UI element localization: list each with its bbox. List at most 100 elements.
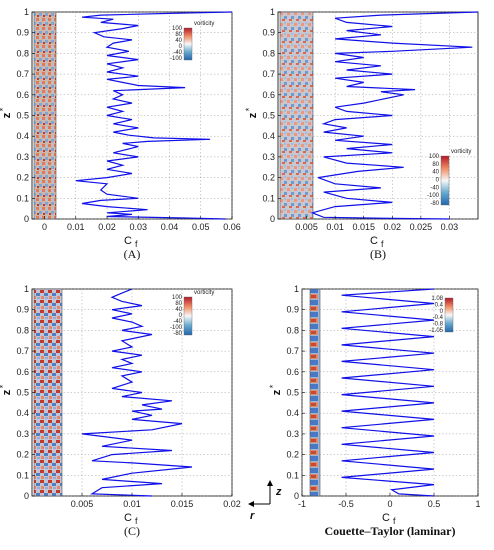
y-tick-label: 0.5: [16, 111, 29, 121]
colorbar-tick-label: -1.05: [429, 328, 443, 334]
panel-title: (B): [370, 247, 386, 261]
colorbar-tick-label: 40: [432, 170, 439, 176]
x-tick-label: 0.005: [71, 499, 94, 509]
y-tick-label: 0.6: [16, 90, 29, 100]
x-tick-label: -1: [298, 499, 306, 509]
x-tick-label: 0.01: [67, 222, 85, 232]
y-tick-label: 0.2: [286, 450, 299, 460]
colorbar-gradient: [444, 297, 454, 333]
vorticity-strip: [33, 288, 63, 497]
y-tick-label: 0.4: [16, 131, 29, 141]
x-axis-label: C: [370, 235, 378, 247]
y-tick-label: 0.1: [16, 193, 29, 203]
vorticity-strip: [309, 288, 321, 497]
y-tick-label: 0.7: [16, 69, 29, 79]
x-axis-label: C: [382, 512, 390, 524]
y-tick-label: 0.3: [16, 429, 29, 439]
x-tick-label: 0.025: [410, 222, 433, 232]
x-tick-label: 0.005: [295, 222, 318, 232]
colorbar-tick-label: 0: [179, 313, 183, 319]
y-tick-label: 0.5: [286, 388, 299, 398]
y-tick-label: 0.2: [16, 450, 29, 460]
panel-1: 0 0.1 0.2 0.3 0.4 0.5 0.6 0.7 0.8 0.9 1 0 0.01 0.02 0.…: [0, 7, 241, 261]
cf-profile-line: [341, 288, 435, 497]
y-tick-label: 0.9: [262, 28, 275, 38]
y-axis-label-sup: *: [0, 384, 8, 388]
colorbar-tick-label: 0: [440, 309, 444, 315]
y-tick-label: 0.9: [286, 305, 299, 315]
colorbar-tick-label: 80: [175, 32, 182, 38]
colorbar-tick-label: 100: [429, 154, 440, 160]
x-tick-label: 0.5: [428, 499, 441, 509]
y-tick-label: 0.5: [16, 388, 29, 398]
colorbar: 1.080.40-0.4-0.8-1.05: [429, 296, 454, 334]
panel-title: (A): [124, 247, 141, 261]
y-tick-label: 0.9: [16, 28, 29, 38]
colorbar-tick-label: 40: [175, 38, 182, 44]
cf-profile-line: [310, 11, 479, 220]
cf-profile-line: [75, 11, 233, 220]
y-tick-label: 0.1: [286, 470, 299, 480]
axis-orientation: zr: [248, 480, 282, 522]
colorbar-tick-label: -100: [170, 56, 183, 62]
y-tick-label: 0.7: [262, 69, 275, 79]
y-tick-label: 0.8: [16, 325, 29, 335]
panel-4: 0 0.1 0.2 0.3 0.4 0.5 0.6 0.7 0.8 0.9 1 -1 -0.5 0 0.5 1…: [248, 284, 481, 538]
y-tick-label: 0.8: [262, 48, 275, 58]
x-axis-label-sub: f: [135, 516, 138, 526]
colorbar-tick-label: 0: [436, 178, 440, 184]
y-axis-label: z: [1, 112, 13, 118]
vorticity-strip: [279, 11, 314, 220]
x-axis-label-sub: f: [393, 516, 396, 526]
y-tick-label: 0.3: [286, 429, 299, 439]
y-axis-label: z: [271, 389, 283, 395]
y-axis-label: z: [1, 389, 13, 395]
z-direction-label: z: [275, 486, 282, 498]
y-tick-label: 0.1: [262, 193, 275, 203]
y-tick-label: 0.4: [286, 408, 299, 418]
colorbar-tick-label: 100: [172, 295, 183, 301]
x-tick-label: 0.03: [441, 222, 459, 232]
x-tick-label: 0.06: [223, 222, 241, 232]
colorbar-title: vorticity: [194, 21, 214, 27]
colorbar-tick-label: -100: [427, 193, 440, 199]
vorticity-strip: [33, 11, 57, 220]
colorbar-tick-label: 40: [175, 307, 182, 313]
colorbar-gradient: [183, 296, 193, 336]
x-tick-label: 0.04: [161, 222, 179, 232]
panel-2: 0 0.1 0.2 0.3 0.4 0.5 0.6 0.7 0.8 0.9 1 0.005 0.01 0.…: [244, 7, 479, 261]
x-tick-label: 0.02: [384, 222, 402, 232]
y-tick-label: 0.7: [286, 346, 299, 356]
x-axis-label-sub: f: [381, 239, 384, 249]
x-tick-label: 1: [475, 499, 480, 509]
colorbar-tick-label: -0.8: [433, 322, 444, 328]
y-axis-label-sup: *: [0, 107, 8, 111]
y-tick-label: 0.8: [286, 325, 299, 335]
colorbar-tick-label: -80: [430, 201, 439, 207]
x-tick-label: 0.02: [223, 499, 241, 509]
x-tick-label: 0.01: [123, 499, 141, 509]
r-arrow-head: [248, 501, 254, 507]
y-tick-label: 1: [24, 284, 29, 294]
colorbar-title: vorticity: [194, 290, 214, 296]
x-tick-label: 0.01: [326, 222, 344, 232]
y-tick-label: 0.6: [262, 90, 275, 100]
colorbar-tick-label: -80: [173, 331, 182, 337]
y-tick-label: 0: [294, 491, 299, 501]
colorbar-tick-label: -40: [173, 319, 182, 325]
colorbar-gradient: [183, 27, 193, 61]
colorbar-tick-label: -40: [173, 50, 182, 56]
x-tick-label: 0.015: [171, 499, 194, 509]
colorbar-gradient: [440, 155, 450, 206]
y-tick-label: 0: [24, 491, 29, 501]
y-tick-label: 0.6: [286, 367, 299, 377]
x-tick-label: 0: [42, 222, 47, 232]
x-tick-label: 0: [387, 499, 392, 509]
panel-3: 0 0.1 0.2 0.3 0.4 0.5 0.6 0.7 0.8 0.9 1 0.005 0.01 0.…: [0, 284, 241, 538]
y-tick-label: 1: [270, 7, 275, 17]
y-tick-label: 0.2: [16, 173, 29, 183]
x-tick-label: -0.5: [338, 499, 354, 509]
